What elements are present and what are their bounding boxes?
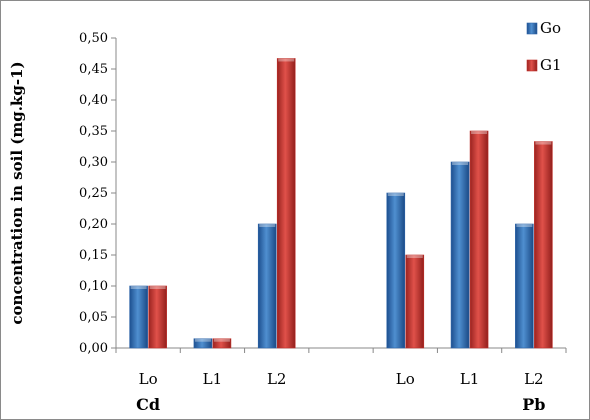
y-tick-label: 0,45 — [79, 62, 108, 77]
x-category-label: L2 — [267, 370, 287, 388]
bar-highlight — [194, 338, 211, 342]
y-tick-label: 0,20 — [79, 217, 108, 232]
bar-highlight — [406, 255, 423, 258]
bar-body — [515, 223, 534, 349]
x-category-label: L2 — [524, 370, 544, 388]
bar-body — [276, 58, 296, 349]
bar-G1-L2-Pb — [534, 141, 553, 349]
x-category-label: Lo — [396, 370, 415, 388]
x-group-label: Cd — [136, 395, 160, 414]
bar-G1-L1-Cd — [212, 338, 232, 349]
bar-G1-L2-Cd — [276, 58, 296, 349]
bar-highlight — [149, 286, 166, 289]
bar-highlight — [278, 58, 295, 62]
y-tick-label: 0,15 — [79, 248, 108, 263]
bar-highlight — [213, 338, 230, 342]
legend-swatch — [526, 22, 538, 35]
bar-body — [534, 141, 553, 349]
legend-label: Go — [540, 19, 561, 37]
bar-body — [257, 223, 277, 349]
bar-highlight — [516, 224, 533, 227]
bar-Go-L1-Pb — [450, 161, 470, 349]
x-group-label: Pb — [522, 395, 545, 414]
bar-body — [193, 338, 213, 349]
y-tick-label: 0,35 — [79, 124, 108, 139]
x-axis — [115, 347, 567, 353]
bar-G1-Lo-Cd — [148, 285, 167, 349]
bar-body — [405, 254, 425, 349]
bar-Go-Lo-Cd — [129, 285, 148, 349]
bar-body — [386, 192, 406, 349]
legend-label: G1 — [540, 56, 562, 74]
y-tick-label: 0,00 — [79, 341, 108, 356]
bar-body — [450, 161, 470, 349]
bar-highlight — [471, 131, 488, 134]
bar-Go-L2-Pb — [515, 223, 534, 349]
bar-G1-Lo-Pb — [405, 254, 425, 349]
bar-G1-L1-Pb — [469, 130, 489, 349]
bar-highlight — [535, 141, 552, 145]
x-category-labels: Lo L1 L2 Lo L1 L2 — [139, 370, 544, 388]
bar-highlight — [387, 193, 404, 196]
y-tick-label: 0,40 — [79, 93, 108, 108]
y-tick-label: 0,50 — [79, 31, 108, 46]
y-axis: 0,00 0,05 0,10 0,15 0,20 0,25 0,30 0,35 0,40 0,45… — [79, 31, 117, 356]
bar-highlight — [259, 224, 276, 227]
bar-highlight — [452, 162, 469, 165]
bar-Go-Lo-Pb — [386, 192, 406, 349]
x-category-label: L1 — [460, 370, 480, 388]
x-group-labels: Cd Pb — [136, 395, 545, 414]
bar-body — [469, 130, 489, 349]
legend-swatch — [526, 59, 538, 72]
y-tick-label: 0,30 — [79, 155, 108, 170]
bar-Go-L2-Cd — [257, 223, 277, 349]
y-axis-title: concentration in soil (mg.kg-1) — [8, 61, 26, 324]
bar-body — [212, 338, 232, 349]
x-category-label: L1 — [203, 370, 223, 388]
y-tick-label: 0,05 — [79, 310, 108, 325]
bars — [129, 58, 553, 349]
bar-body — [148, 285, 167, 349]
y-tick-label: 0,10 — [79, 279, 108, 294]
bar-Go-L1-Cd — [193, 338, 213, 349]
bar-body — [129, 285, 148, 349]
legend: Go G1 — [526, 19, 562, 74]
bar-highlight — [130, 286, 147, 289]
y-tick-label: 0,25 — [79, 186, 108, 201]
x-category-label: Lo — [139, 370, 158, 388]
